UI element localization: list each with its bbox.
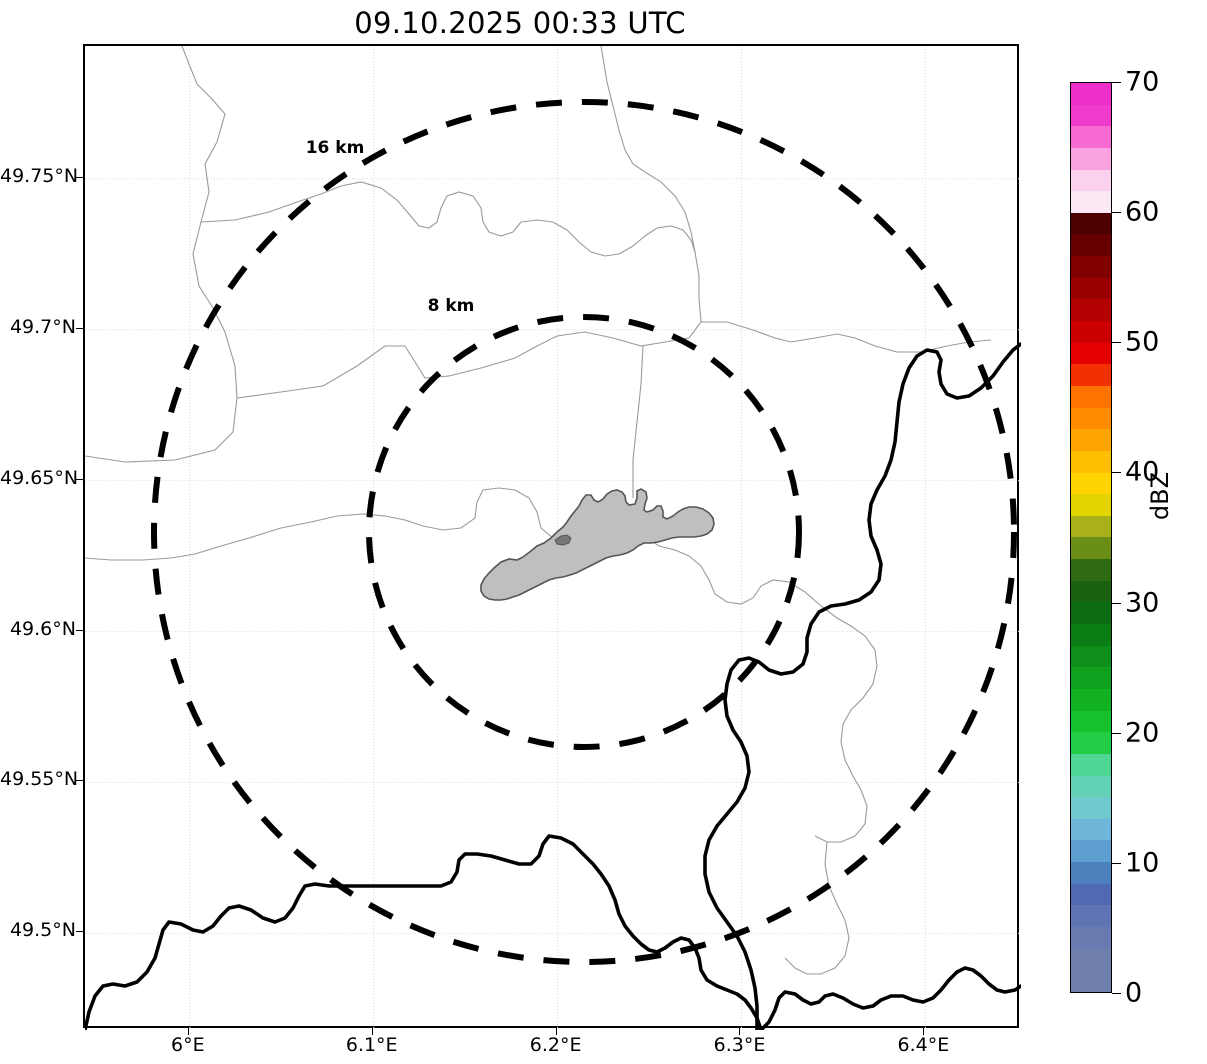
x-tick-label: 6°E	[171, 1034, 205, 1056]
colorbar-tick-mark	[1112, 212, 1121, 214]
colorbar-tick-mark	[1112, 732, 1121, 734]
range-rings	[151, 99, 1017, 965]
range-ring-16km	[151, 99, 1017, 965]
colorbar-band	[1071, 191, 1111, 213]
colorbar-tick-label: 50	[1125, 326, 1160, 358]
x-tick-label: 6.2°E	[529, 1034, 582, 1056]
country-border	[85, 342, 1021, 1030]
colorbar-band	[1071, 818, 1111, 841]
colorbar-tick-label: 20	[1125, 717, 1160, 749]
colorbar-band	[1071, 385, 1111, 408]
y-tick-label: 49.65°N	[0, 466, 79, 489]
x-tick-label: 6.4°E	[897, 1034, 950, 1056]
colorbar-tick-mark	[1112, 82, 1121, 83]
colorbar-band	[1071, 667, 1111, 689]
colorbar-band	[1071, 299, 1111, 322]
y-tick-label: 49.7°N	[9, 315, 76, 338]
page-title: 09.10.2025 00:33 UTC	[354, 6, 686, 40]
colorbar-band	[1071, 212, 1111, 235]
colorbar-tick-label: 60	[1125, 196, 1160, 228]
colorbar-band	[1071, 429, 1111, 451]
colorbar-band	[1071, 364, 1111, 386]
colorbar[interactable]	[1070, 82, 1112, 993]
colorbar-tick-label: 40	[1125, 456, 1160, 488]
y-tick-mark	[76, 780, 83, 782]
colorbar-band	[1071, 883, 1111, 906]
colorbar-band	[1071, 234, 1111, 257]
colorbar-band	[1071, 775, 1111, 798]
colorbar-band	[1071, 83, 1111, 105]
map-plot-area[interactable]: 16 km 8 km	[83, 44, 1021, 1030]
y-tick-mark	[76, 931, 83, 933]
colorbar-band	[1071, 515, 1111, 538]
colorbar-tick-label: 10	[1125, 847, 1160, 879]
x-tick-mark	[187, 1028, 189, 1035]
y-tick-label: 49.75°N	[0, 164, 79, 187]
colorbar-tick-mark	[1112, 342, 1121, 344]
x-tick-mark	[923, 1028, 925, 1035]
colorbar-band	[1071, 580, 1111, 603]
colorbar-band	[1071, 321, 1111, 343]
colorbar-band	[1071, 277, 1111, 300]
x-tick-label: 6.3°E	[713, 1034, 766, 1056]
x-tick-label: 6.1°E	[345, 1034, 398, 1056]
colorbar-tick-label: 30	[1125, 587, 1160, 619]
y-tick-label: 49.6°N	[9, 617, 76, 640]
colorbar-band	[1071, 559, 1111, 581]
colorbar-band	[1071, 688, 1111, 711]
colorbar-title: dBZ	[1146, 471, 1174, 521]
colorbar-band	[1071, 537, 1111, 560]
y-tick-mark	[76, 478, 83, 480]
y-tick-label: 49.5°N	[9, 919, 76, 942]
colorbar-tick-label: 0	[1125, 977, 1143, 1009]
range-ring-label-8km: 8 km	[427, 296, 475, 316]
colorbar-band	[1071, 710, 1111, 733]
y-tick-mark	[76, 327, 83, 329]
y-tick-mark	[76, 176, 83, 178]
colorbar-band	[1071, 753, 1111, 776]
colorbar-tick-mark	[1112, 472, 1121, 474]
water-body-polygon	[480, 488, 715, 601]
colorbar-band	[1071, 645, 1111, 668]
colorbar-tick-mark	[1112, 862, 1121, 864]
colorbar-band	[1071, 126, 1111, 148]
colorbar-band	[1071, 407, 1111, 430]
colorbar-band	[1071, 602, 1111, 625]
colorbar-band	[1071, 840, 1111, 863]
x-tick-mark	[371, 1028, 373, 1035]
colorbar-band	[1071, 797, 1111, 819]
colorbar-band	[1071, 862, 1111, 884]
x-tick-mark	[555, 1028, 557, 1035]
colorbar-band	[1071, 147, 1111, 170]
map-svg	[85, 46, 1021, 1030]
colorbar-tick-mark	[1112, 602, 1121, 604]
colorbar-tick-label: 70	[1125, 66, 1160, 98]
colorbar-band	[1071, 104, 1111, 127]
colorbar-band	[1071, 169, 1111, 192]
administrative-boundaries	[85, 46, 992, 975]
y-tick-mark	[76, 629, 83, 631]
colorbar-band	[1071, 926, 1111, 949]
colorbar-band	[1071, 450, 1111, 473]
colorbar-band	[1071, 970, 1111, 992]
colorbar-band	[1071, 948, 1111, 971]
colorbar-band	[1071, 624, 1111, 646]
colorbar-band	[1071, 494, 1111, 516]
colorbar-band	[1071, 342, 1111, 365]
colorbar-band	[1071, 732, 1111, 754]
y-tick-label: 49.55°N	[0, 768, 79, 791]
range-ring-8km	[366, 314, 802, 750]
colorbar-band	[1071, 472, 1111, 495]
range-ring-label-16km: 16 km	[305, 138, 365, 158]
colorbar-tick-mark	[1112, 993, 1121, 994]
colorbar-band	[1071, 256, 1111, 278]
colorbar-band	[1071, 905, 1111, 927]
x-tick-mark	[739, 1028, 741, 1035]
